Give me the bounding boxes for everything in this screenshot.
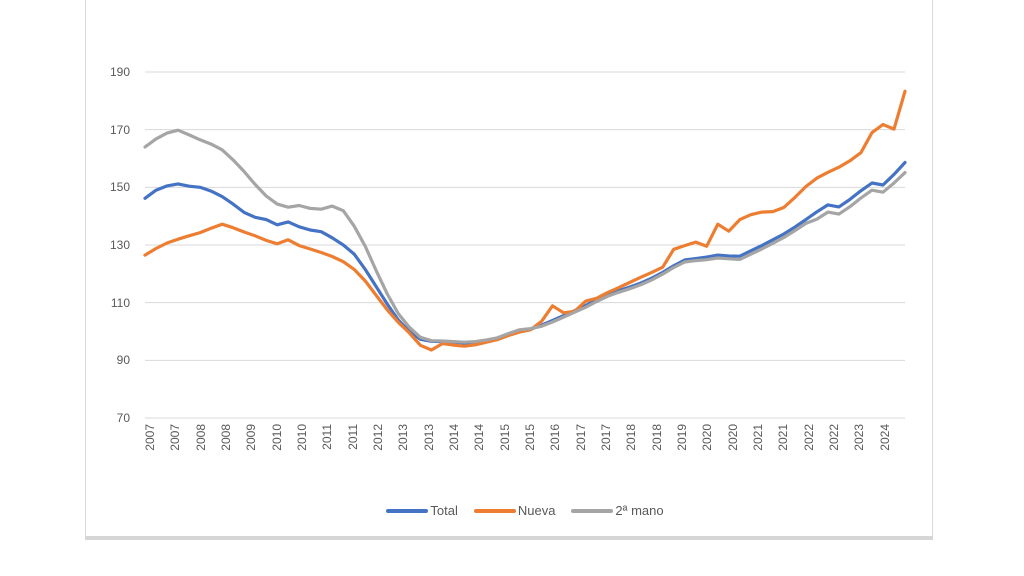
y-axis-tick-label: 170	[109, 122, 130, 137]
legend-swatch	[571, 508, 614, 513]
x-axis-tick-label: 2016	[548, 424, 563, 451]
legend-label: Nueva	[517, 503, 556, 518]
x-axis-tick-label: 2008	[193, 424, 208, 451]
y-axis-tick-label: 150	[109, 180, 130, 195]
y-axis-tick-label: 130	[109, 238, 130, 252]
x-axis-tick-label: 2017	[599, 424, 613, 451]
legend-swatch	[473, 508, 516, 513]
legend-swatch	[386, 508, 429, 513]
x-axis-tick-label: 2007	[168, 424, 183, 451]
x-axis-tick-label: 2011	[320, 424, 335, 450]
x-axis-tick-label: 2020	[725, 424, 740, 451]
x-axis-tick-label: 2007	[143, 424, 157, 451]
x-axis-tick-label: 2008	[219, 424, 233, 451]
x-axis-tick-label: 2022	[801, 424, 816, 451]
y-axis-tick-label: 110	[110, 295, 130, 310]
chart-area	[85, 0, 933, 540]
x-axis-tick-label: 2015	[523, 424, 537, 451]
chart-legend: Total Nueva 2ª mano	[145, 503, 905, 518]
x-axis-tick-label: 2014	[472, 424, 487, 451]
x-axis-tick-label: 2021	[751, 424, 765, 451]
legend-item-total: Total	[386, 503, 458, 518]
x-axis-tick-label: 2023	[852, 424, 867, 451]
series-line-2-mano	[143, 128, 907, 344]
x-axis-tick-label: 2010	[295, 424, 309, 451]
x-axis-tick-label: 2013	[421, 424, 436, 451]
x-axis-tick-label: 2018	[649, 424, 664, 451]
y-axis-tick-label: 190	[109, 65, 130, 79]
x-axis-tick-label: 2010	[269, 424, 284, 451]
x-axis-tick-label: 2013	[396, 424, 411, 451]
legend-label: Total	[430, 503, 458, 518]
x-axis-tick-label: 2012	[371, 424, 385, 451]
legend-item-2-mano: 2ª mano	[571, 503, 664, 518]
x-axis-tick-label: 2017	[573, 424, 588, 451]
y-axis-tick-label: 70	[116, 411, 130, 425]
x-axis-tick-label: 2009	[244, 424, 259, 451]
x-axis-tick-label: 2020	[700, 424, 715, 451]
x-axis-tick-label: 2011	[345, 424, 360, 450]
x-axis-tick-label: 2014	[447, 424, 461, 451]
y-axis-tick-label: 90	[116, 353, 130, 368]
x-axis-tick-label: 2022	[827, 424, 841, 451]
legend-label: 2ª mano	[615, 503, 664, 518]
x-axis-tick-label: 2015	[497, 424, 512, 451]
x-axis-tick-label: 2019	[675, 424, 689, 451]
x-axis-tick-label: 2018	[624, 424, 639, 451]
legend-item-nueva: Nueva	[473, 503, 556, 518]
series-line-nueva	[143, 89, 907, 352]
x-axis-tick-label: 2021	[776, 424, 791, 451]
x-axis-tick-label: 2024	[877, 424, 892, 451]
